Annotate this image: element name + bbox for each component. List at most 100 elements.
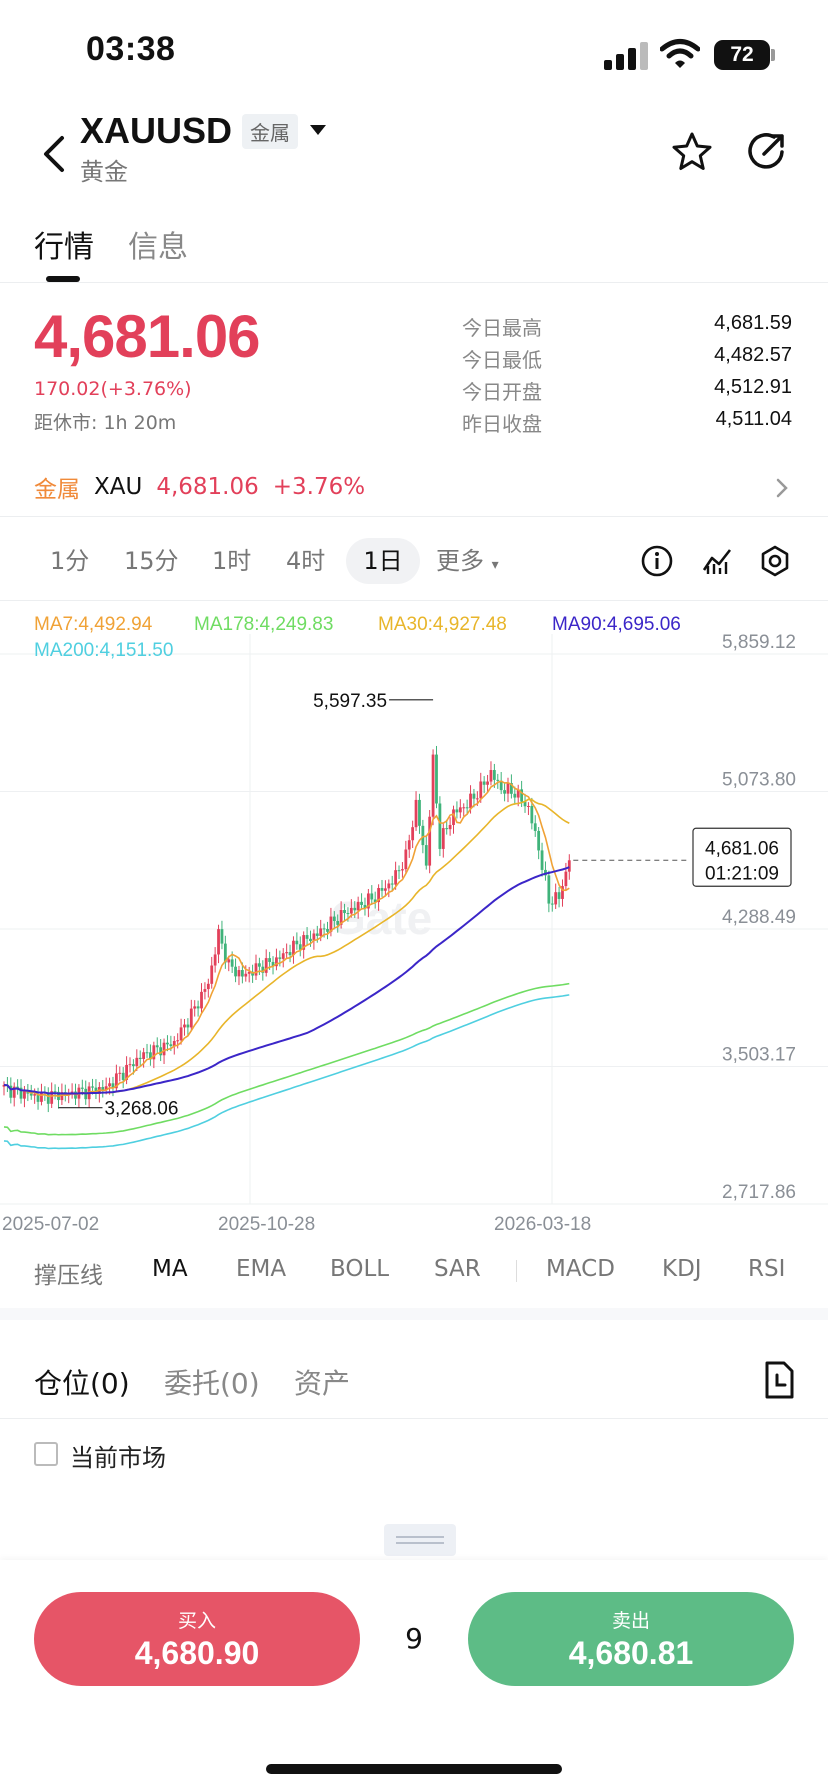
chevron-right-icon[interactable] — [772, 474, 792, 502]
candle-body — [36, 1094, 40, 1102]
indicator-chart-icon[interactable] — [700, 544, 734, 578]
history-document-icon[interactable] — [762, 1360, 796, 1400]
related-change: +3.76% — [272, 474, 366, 500]
candle-body — [377, 888, 380, 903]
candle-body — [169, 1044, 173, 1046]
candle-body — [380, 888, 384, 891]
current-price-label: 4,681.06 — [705, 838, 779, 859]
market-close-countdown: 距休市: 1h 20m — [34, 412, 177, 434]
candle-body — [533, 823, 537, 831]
period-15m[interactable]: 15分 — [124, 547, 179, 575]
category-badge[interactable]: 金属 — [242, 114, 298, 149]
candle-body — [12, 1086, 16, 1098]
candle-body — [19, 1087, 23, 1099]
indicator-kdj[interactable]: KDJ — [662, 1256, 702, 1282]
caret-down-icon: ▾ — [491, 557, 499, 573]
period-1h[interactable]: 1时 — [212, 547, 252, 575]
candle-body — [302, 935, 306, 950]
x-axis-tick-label: 2025-10-28 — [218, 1214, 315, 1235]
candle-body — [319, 928, 323, 936]
indicator-rsi[interactable]: RSI — [748, 1256, 786, 1282]
candle-body — [455, 809, 459, 813]
candle-body — [33, 1094, 37, 1096]
sell-button[interactable]: 卖出 4,680.81 — [468, 1592, 794, 1686]
back-arrow-icon[interactable] — [36, 132, 72, 176]
candle-body — [353, 907, 357, 911]
candle-body — [206, 983, 210, 990]
share-icon[interactable] — [744, 130, 788, 174]
candle-body — [421, 825, 425, 846]
info-icon[interactable] — [640, 544, 674, 578]
indicator-ma[interactable]: MA — [152, 1256, 188, 1282]
period-1m[interactable]: 1分 — [50, 547, 90, 575]
current-market-checkbox[interactable] — [34, 1442, 58, 1466]
current-price-box — [692, 827, 792, 887]
candle-body — [271, 961, 275, 967]
tab-quotes[interactable]: 行情 — [34, 230, 94, 265]
current-market-label: 当前市场 — [70, 1444, 166, 1472]
settings-icon[interactable] — [758, 544, 792, 578]
candle-body — [404, 849, 408, 870]
sell-label: 卖出 — [611, 1610, 650, 1632]
candle-body — [465, 807, 469, 809]
candle-body — [111, 1083, 115, 1089]
candle-body — [159, 1047, 163, 1056]
buy-button[interactable]: 买入 4,680.90 — [34, 1592, 360, 1686]
candle-body — [397, 870, 401, 872]
candle-body — [510, 782, 513, 794]
tab-info[interactable]: 信息 — [128, 230, 188, 265]
trade-bar: 买入 4,680.90 9 卖出 4,680.81 — [0, 1560, 828, 1792]
candle-body — [285, 952, 289, 954]
period-1d[interactable]: 1日 — [346, 538, 420, 584]
candle-body — [482, 781, 486, 785]
candle-body — [561, 886, 564, 899]
candle-body — [537, 830, 541, 851]
candle-body — [29, 1093, 33, 1096]
candle-body — [496, 779, 500, 781]
price-chart[interactable]: 5,859.12 5,073.80 4,288.49 3,503.17 2,717.86… — [0, 604, 828, 1244]
indicator-ema[interactable]: EMA — [236, 1256, 287, 1282]
candle-body — [210, 965, 214, 984]
candle-body — [46, 1092, 50, 1104]
y-axis-tick-label: 5,859.12 — [722, 632, 796, 653]
candle-body — [343, 910, 346, 914]
divider — [0, 282, 828, 283]
y-axis-tick-label: 5,073.80 — [722, 770, 796, 791]
candle-body — [230, 959, 234, 967]
candle-body — [23, 1090, 26, 1099]
candle-body — [16, 1086, 20, 1088]
candle-body — [513, 793, 517, 798]
section-gap — [0, 1308, 828, 1320]
tab-assets[interactable]: 资产 — [294, 1367, 351, 1400]
period-selector: 1分 15分 1时 4时 1日 更多 ▾ — [0, 528, 828, 592]
candle-body — [489, 770, 493, 782]
tab-orders[interactable]: 委托(0) — [164, 1367, 260, 1400]
indicator-boll[interactable]: BOLL — [330, 1256, 390, 1282]
candle-body — [70, 1091, 74, 1094]
candle-body — [244, 973, 248, 977]
stat-label: 今日最低 — [462, 348, 542, 372]
x-axis-tick-label: 2026-03-18 — [494, 1214, 591, 1235]
candle-body — [418, 799, 421, 826]
candle-body — [438, 803, 442, 849]
tab-positions[interactable]: 仓位(0) — [34, 1367, 130, 1400]
divider — [0, 516, 828, 517]
period-more[interactable]: 更多 ▾ — [436, 538, 499, 584]
caret-down-icon[interactable] — [306, 120, 330, 140]
indicator-support-resistance[interactable]: 撑压线 — [34, 1263, 103, 1289]
ma-legend-ma178: MA178:4,249.83 — [194, 614, 334, 635]
indicator-sar[interactable]: SAR — [434, 1256, 481, 1282]
drag-handle[interactable] — [384, 1524, 456, 1556]
candle-body — [254, 963, 258, 976]
battery-cap — [771, 49, 775, 61]
stat-label: 今日开盘 — [462, 380, 542, 404]
related-category: 金属 — [34, 477, 80, 503]
candle-body — [278, 957, 282, 959]
related-instrument-row[interactable]: 金属 XAU 4,681.06 +3.76% — [34, 470, 365, 504]
period-4h[interactable]: 4时 — [286, 547, 326, 575]
star-icon[interactable] — [670, 130, 714, 174]
indicator-macd[interactable]: MACD — [546, 1256, 615, 1282]
y-axis-tick-label: 4,288.49 — [722, 907, 796, 928]
candlestick-chart[interactable]: 5,859.12 5,073.80 4,288.49 3,503.17 2,717.86… — [0, 604, 828, 1244]
candle-body — [281, 953, 285, 959]
